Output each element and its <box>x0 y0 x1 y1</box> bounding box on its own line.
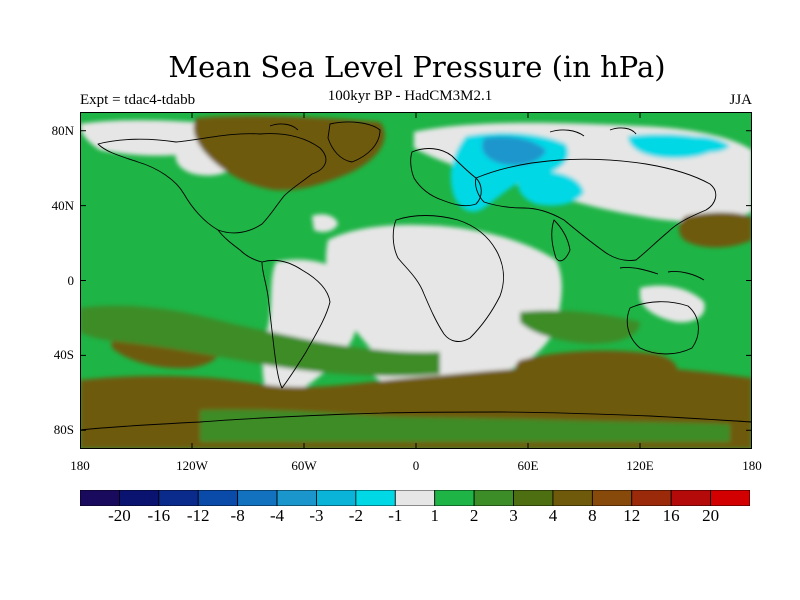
southeast-pacific-gray <box>640 285 705 323</box>
antarctic-margin <box>200 409 730 442</box>
colorbar-label: -3 <box>309 506 324 525</box>
lat-tick-label: 0 <box>67 272 75 288</box>
antarctica-coast <box>80 411 752 431</box>
colorbar-label: 2 <box>469 506 479 525</box>
central-america-coast <box>217 229 263 263</box>
colorbar-label: 3 <box>509 506 518 525</box>
south-indian-brown <box>515 350 678 388</box>
colorbar-swatch <box>552 490 593 506</box>
south-america-coast <box>261 259 331 389</box>
lon-tick-label: 60W <box>291 458 317 473</box>
lon-tick-label: 120E <box>626 458 654 473</box>
experiment-label: Expt = tdac4-tdabb <box>80 92 196 108</box>
colorbar-swatch <box>394 490 436 506</box>
colorbar-swatch <box>80 490 120 506</box>
colorbar-label: 16 <box>662 506 680 525</box>
india-coast <box>551 219 571 262</box>
colorbar-label: -2 <box>348 506 363 525</box>
colorbar-swatch <box>237 490 278 506</box>
colorbar-label: -4 <box>269 506 285 525</box>
colorbar-swatch <box>316 490 357 506</box>
south-pacific-band <box>80 305 440 377</box>
lon-tick-label: 180 <box>70 458 90 473</box>
colorbar-swatch <box>591 490 633 506</box>
africa-coast <box>392 215 504 342</box>
pressure-anomaly-map <box>80 112 752 449</box>
greenland-coast <box>327 121 381 163</box>
north-america-coast <box>97 133 327 234</box>
north-europe-blue <box>482 136 546 166</box>
australia-coast <box>626 301 699 355</box>
lon-tick-label: 180 <box>742 458 762 473</box>
asia-coast <box>475 158 717 261</box>
lon-tick-label: 0 <box>412 458 420 473</box>
colorbar-swatch <box>158 490 199 506</box>
season-label: JJA <box>729 92 752 108</box>
colorbar-label: -12 <box>186 506 210 525</box>
colorbar-label: 1 <box>430 506 439 525</box>
arctic-gray <box>80 120 224 156</box>
near-zero-regions <box>80 120 752 434</box>
colorbar <box>80 490 750 506</box>
colorbar-label: 20 <box>702 506 720 525</box>
north-pacific-brown <box>678 212 752 248</box>
coastlines <box>80 121 752 431</box>
europe-coast <box>410 148 482 207</box>
colorbar-swatch <box>670 490 711 506</box>
central-asia-cyan <box>517 170 584 206</box>
colorbar-swatch <box>631 490 672 506</box>
arctic-cyan <box>682 136 730 153</box>
indonesia-coast <box>619 267 705 281</box>
colorbar-swatch <box>276 490 317 506</box>
colorbar-label: 4 <box>548 506 558 525</box>
colorbar-swatch <box>513 490 554 506</box>
colorbar-swatch <box>710 490 750 506</box>
colorbar-label: -16 <box>147 506 171 525</box>
indian-band <box>520 310 640 344</box>
lat-tick-label: 80S <box>53 422 74 438</box>
map-ticks <box>80 112 752 449</box>
chart-subtitle: 100kyr BP - HadCM3M2.1 <box>327 88 493 104</box>
positive-medium-regions <box>80 305 730 442</box>
negative-regions <box>450 132 730 212</box>
africa-atlantic-gray <box>326 224 562 384</box>
colorbar-swatch <box>355 490 396 506</box>
lon-tick-label: 60E <box>517 458 539 473</box>
chart-title: Mean Sea Level Pressure (in hPa) <box>168 50 666 84</box>
lat-tick-label: 40S <box>53 347 74 363</box>
arctic-islands-coast <box>269 123 637 137</box>
colorbar-label: 12 <box>623 506 641 525</box>
lat-tick-label: 40N <box>51 197 74 213</box>
colorbar-swatch <box>119 490 160 506</box>
colorbar-label: -8 <box>230 506 245 525</box>
colorbar-label: -20 <box>108 506 131 525</box>
colorbar-swatch <box>197 490 239 506</box>
colorbar-swatch <box>434 490 475 506</box>
colorbar-label: -1 <box>388 506 403 525</box>
colorbar-swatch <box>473 490 514 506</box>
polar-atlantic-gray <box>312 214 338 232</box>
lat-tick-label: 80N <box>51 122 74 138</box>
lon-tick-label: 120W <box>176 458 208 473</box>
colorbar-label: 8 <box>588 506 597 525</box>
